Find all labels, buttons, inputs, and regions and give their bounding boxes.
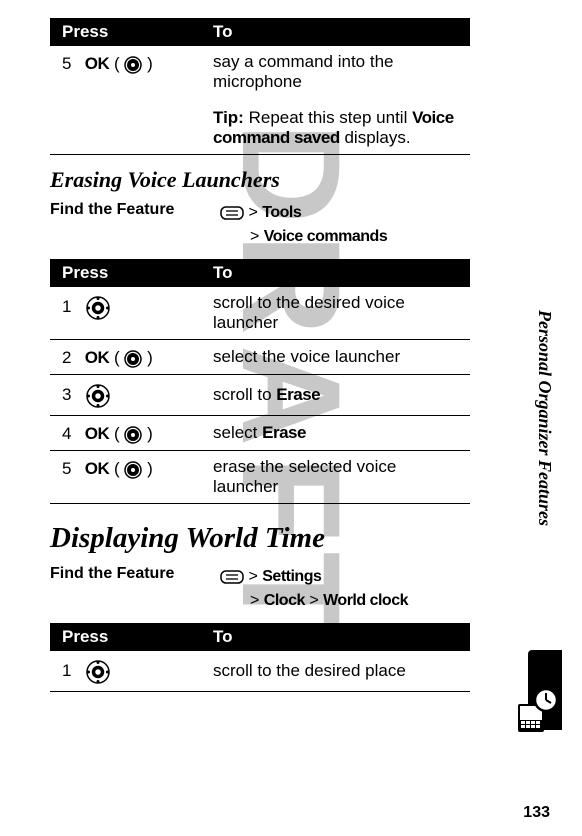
paren-close: ) <box>147 459 153 478</box>
paren-close: ) <box>147 424 153 443</box>
step-description: erase the selected voice launcher <box>205 451 470 504</box>
instruction-table-3: Press To 1 scroll to the desired place <box>50 623 470 692</box>
table-row: 5 OK ( ) <box>50 451 205 504</box>
empty-cell <box>50 98 205 155</box>
gt: > <box>250 228 264 245</box>
step-description: select the voice launcher <box>205 340 470 375</box>
feature-path: > Tools > Voice commands <box>220 201 387 249</box>
step-description: scroll to Erase <box>205 375 470 416</box>
find-feature-label: Find the Feature <box>50 565 220 613</box>
paren-open: ( <box>114 348 124 367</box>
tip-cell: Tip: Repeat this step until Voice comman… <box>205 98 470 155</box>
path-tools: Tools <box>262 204 301 221</box>
center-key-icon <box>124 426 142 444</box>
path-settings: Settings <box>262 568 321 585</box>
gt: > <box>305 592 323 609</box>
step-number: 5 <box>62 459 80 479</box>
th-to: To <box>205 259 470 287</box>
step-description: say a command into the microphone <box>205 46 470 98</box>
section-title-world-time: Displaying World Time <box>50 522 470 555</box>
table-row: 5 OK ( ) <box>50 46 205 98</box>
find-feature-label: Find the Feature <box>50 201 220 249</box>
tip-body: Repeat this step until <box>244 108 412 127</box>
path-clock: Clock <box>264 592 305 609</box>
instruction-table-2: Press To 1 scroll to the desired voice l… <box>50 259 470 504</box>
table-row: 1 <box>50 651 205 692</box>
nav-key-icon <box>85 659 111 685</box>
tip-tail: displays. <box>340 128 411 147</box>
th-to: To <box>205 623 470 651</box>
path-world-clock: World clock <box>323 592 408 609</box>
gt: > <box>250 592 264 609</box>
step-description: scroll to the desired voice launcher <box>205 287 470 340</box>
menu-key-icon <box>220 570 244 584</box>
center-key-icon <box>124 56 142 74</box>
page-number: 133 <box>523 804 550 822</box>
paren-close: ) <box>147 348 153 367</box>
th-to: To <box>205 18 470 46</box>
table-row: 3 <box>50 375 205 416</box>
nav-key-icon <box>85 383 111 409</box>
step-description: select Erase <box>205 416 470 451</box>
center-key-icon <box>124 461 142 479</box>
th-press: Press <box>50 623 205 651</box>
instruction-table-1: Press To 5 OK ( ) say a command into the… <box>50 18 470 155</box>
tip-label: Tip: <box>213 108 244 127</box>
table-row: 4 OK ( ) <box>50 416 205 451</box>
nav-key-icon <box>85 295 111 321</box>
gt: > <box>248 568 262 585</box>
paren-open: ( <box>114 459 124 478</box>
th-press: Press <box>50 18 205 46</box>
path-voice-commands: Voice commands <box>264 228 387 245</box>
step-description: scroll to the desired place <box>205 651 470 692</box>
ok-label: OK <box>85 459 110 478</box>
step-number: 5 <box>62 54 80 74</box>
step-number: 1 <box>62 297 80 317</box>
side-chapter-label: Personal Organizer Features <box>534 310 555 526</box>
ok-label: OK <box>85 54 110 73</box>
step-number: 2 <box>62 348 80 368</box>
paren-open: ( <box>114 54 124 73</box>
feature-path: > Settings > Clock > World clock <box>220 565 408 613</box>
menu-key-icon <box>220 206 244 220</box>
world-clock-icon <box>516 686 560 736</box>
section-title-erasing: Erasing Voice Launchers <box>50 167 470 193</box>
side-tab: Personal Organizer Features <box>528 300 562 730</box>
ok-label: OK <box>85 348 110 367</box>
table-row: 1 <box>50 287 205 340</box>
gt: > <box>248 204 262 221</box>
center-key-icon <box>124 350 142 368</box>
ok-label: OK <box>85 424 110 443</box>
th-press: Press <box>50 259 205 287</box>
paren-close: ) <box>147 54 153 73</box>
table-row: 2 OK ( ) <box>50 340 205 375</box>
step-number: 3 <box>62 385 80 405</box>
step-number: 4 <box>62 424 80 444</box>
find-feature-2: Find the Feature > Settings > Clock > Wo… <box>50 565 470 613</box>
paren-open: ( <box>114 424 124 443</box>
find-feature-1: Find the Feature > Tools > Voice command… <box>50 201 470 249</box>
step-number: 1 <box>62 661 80 681</box>
